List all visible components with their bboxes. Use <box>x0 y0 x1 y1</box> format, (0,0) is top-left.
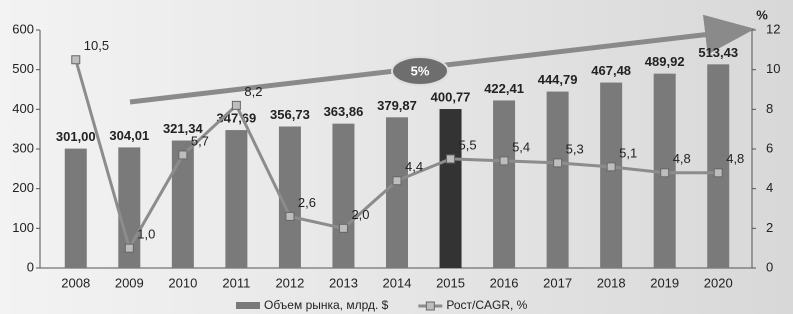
annotation: 5% <box>411 63 430 78</box>
legend-swatch-marker <box>426 302 434 310</box>
legend-label: Рост/CAGR, % <box>446 298 527 312</box>
line-marker <box>286 212 294 220</box>
y2-tick-label: 8 <box>766 101 773 116</box>
y2-tick-label: 12 <box>766 21 780 36</box>
y2-tick-label: 6 <box>766 140 773 155</box>
chart: 5% % 0 100 200 300 400 500 600 0 2 4 6 8 10 12 301,00 3… <box>0 0 793 314</box>
bar-value-label: 400,77 <box>431 89 471 104</box>
y2-tick-label: 4 <box>766 180 773 195</box>
bar-value-label: 422,41 <box>484 81 524 96</box>
x-tick-label: 2019 <box>650 275 679 290</box>
line-value-label: 8,2 <box>244 84 262 99</box>
line-marker <box>661 169 669 177</box>
legend-swatch <box>236 302 260 309</box>
bar <box>65 149 87 268</box>
x-tick-label: 2008 <box>61 275 90 290</box>
line-value-label: 4,4 <box>405 159 423 174</box>
x-tick-label: 2011 <box>222 275 250 290</box>
bar-value-label: 363,86 <box>324 104 364 119</box>
line-marker <box>125 244 133 252</box>
line-marker <box>714 169 722 177</box>
x-tick-label: 2014 <box>383 275 412 290</box>
bar-value-label: 467,48 <box>591 63 631 78</box>
line-value-label: 5,1 <box>619 145 637 160</box>
legend-label: Объем рынка, млрд. $ <box>264 298 389 312</box>
bar-value-label: 301,00 <box>56 129 96 144</box>
y-tick-label: 400 <box>12 101 34 116</box>
x-tick-label: 2018 <box>597 275 626 290</box>
bar-value-label: 379,87 <box>377 98 417 113</box>
y-tick-label: 200 <box>12 180 34 195</box>
x-tick-label: 2012 <box>275 275 304 290</box>
line-value-label: 10,5 <box>84 38 109 53</box>
line-marker <box>393 177 401 185</box>
bar <box>386 117 408 268</box>
y-tick-label: 300 <box>12 140 34 155</box>
bar <box>547 92 569 268</box>
bar <box>332 124 354 268</box>
bar <box>172 141 194 268</box>
x-tick-label: 2015 <box>436 275 465 290</box>
line-marker <box>232 101 240 109</box>
line-marker <box>339 224 347 232</box>
bar-value-label: 444,79 <box>538 72 578 87</box>
x-tick-label: 2013 <box>329 275 358 290</box>
bar-value-label: 513,43 <box>698 45 738 60</box>
line-marker <box>607 163 615 171</box>
line-marker <box>72 56 80 64</box>
y2-tick-label: 0 <box>766 259 773 274</box>
line-value-label: 4,8 <box>726 151 744 166</box>
y-tick-label: 100 <box>12 220 34 235</box>
x-tick-label: 2016 <box>490 275 519 290</box>
line-marker <box>500 157 508 165</box>
bar <box>493 100 515 268</box>
x-tick-label: 2020 <box>704 275 733 290</box>
y-tick-label: 0 <box>27 259 34 274</box>
line-value-label: 4,8 <box>673 151 691 166</box>
line-marker <box>554 159 562 167</box>
y2-axis-label: % <box>756 7 768 22</box>
line-value-label: 5,7 <box>191 133 209 148</box>
bar <box>600 83 622 268</box>
line-marker <box>179 151 187 159</box>
line-value-label: 5,4 <box>512 139 530 154</box>
bar-value-label: 304,01 <box>109 128 149 143</box>
y2-tick-label: 2 <box>766 220 773 235</box>
line-value-label: 2,6 <box>298 195 316 210</box>
bar <box>440 109 462 268</box>
line-value-label: 5,5 <box>459 137 477 152</box>
y2-tick-label: 10 <box>766 61 780 76</box>
y-tick-label: 600 <box>12 21 34 36</box>
line-value-label: 2,0 <box>351 207 369 222</box>
bar-value-label: 356,73 <box>270 107 310 122</box>
x-tick-label: 2017 <box>543 275 572 290</box>
bar-value-label: 489,92 <box>645 54 685 69</box>
x-tick-label: 2010 <box>168 275 197 290</box>
x-tick-label: 2009 <box>115 275 144 290</box>
bar <box>225 130 247 268</box>
line-value-label: 1,0 <box>137 227 155 242</box>
line-value-label: 5,3 <box>566 141 584 156</box>
y-tick-label: 500 <box>12 61 34 76</box>
line-marker <box>447 155 455 163</box>
